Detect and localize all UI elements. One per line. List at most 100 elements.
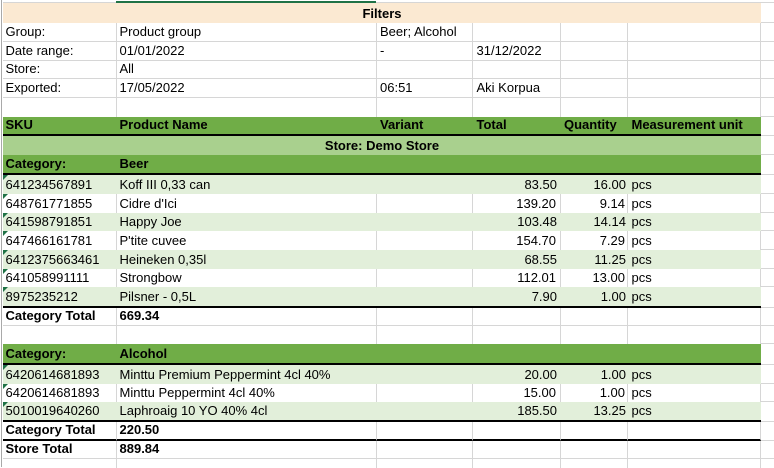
empty-cell[interactable] <box>561 307 628 327</box>
sku-cell[interactable]: 6420614681893 <box>3 365 117 384</box>
variant-cell[interactable] <box>377 175 473 195</box>
total-cell[interactable]: 185.50 <box>473 401 561 423</box>
total-cell[interactable]: 68.55 <box>473 249 561 269</box>
empty-cell[interactable] <box>628 79 761 98</box>
header-total-cell[interactable]: Total <box>473 116 561 137</box>
variant-cell[interactable] <box>377 401 473 423</box>
empty-cell[interactable] <box>628 154 761 176</box>
product-name-cell[interactable]: Happy Joe <box>117 212 377 232</box>
header-measurement-unit-cell[interactable]: Measurement unit <box>628 116 761 137</box>
empty-cell[interactable] <box>628 307 761 327</box>
header-quantity-cell[interactable]: Quantity <box>561 116 628 137</box>
quantity-cell[interactable]: 13.25 <box>561 401 628 423</box>
date-range-value-cell[interactable]: 01/01/2022 <box>117 41 377 61</box>
empty-cell[interactable] <box>377 97 473 117</box>
total-cell[interactable]: 7.90 <box>473 287 561 308</box>
category-label-cell[interactable]: Category: <box>3 344 117 366</box>
category-label-cell[interactable]: Category: <box>3 154 117 176</box>
total-cell[interactable]: 112.01 <box>473 268 561 288</box>
total-cell[interactable]: 103.48 <box>473 212 561 232</box>
empty-cell[interactable] <box>561 154 628 176</box>
quantity-cell[interactable]: 16.00 <box>561 175 628 195</box>
sku-cell[interactable]: 647466161781 <box>3 231 117 250</box>
store-value2-cell[interactable] <box>377 60 473 80</box>
exported-value2-cell[interactable]: 06:51 <box>377 79 473 98</box>
empty-cell[interactable] <box>3 97 117 117</box>
category-name-cell[interactable]: Beer <box>117 154 377 176</box>
unit-cell[interactable]: pcs <box>628 249 761 269</box>
variant-cell[interactable] <box>377 287 473 308</box>
product-name-cell[interactable]: P'tite cuvee <box>117 231 377 250</box>
product-name-cell[interactable]: Heineken 0,35l <box>117 249 377 269</box>
empty-cell[interactable] <box>3 458 117 468</box>
empty-cell[interactable] <box>473 307 561 327</box>
exported-label-cell[interactable]: Exported: <box>3 79 117 98</box>
empty-cell[interactable] <box>561 422 628 441</box>
empty-cell[interactable] <box>473 97 561 117</box>
store-total-value-cell[interactable]: 889.84 <box>117 440 377 459</box>
sku-cell[interactable]: 8975235212 <box>3 287 117 308</box>
sku-cell[interactable]: 641598791851 <box>3 212 117 232</box>
empty-cell[interactable] <box>473 154 561 176</box>
unit-cell[interactable]: pcs <box>628 175 761 195</box>
store-total-label-cell[interactable]: Store Total <box>3 440 117 459</box>
store-band-cell[interactable]: Store: Demo Store <box>3 136 761 155</box>
unit-cell[interactable]: pcs <box>628 212 761 232</box>
empty-cell[interactable] <box>628 422 761 441</box>
empty-cell[interactable] <box>473 344 561 366</box>
empty-cell[interactable] <box>561 344 628 366</box>
total-cell[interactable]: 154.70 <box>473 231 561 250</box>
store-value3-cell[interactable] <box>473 60 561 80</box>
total-cell[interactable]: 83.50 <box>473 175 561 195</box>
variant-cell[interactable] <box>377 249 473 269</box>
category-total-value-cell[interactable]: 220.50 <box>117 422 377 441</box>
product-name-cell[interactable]: Minttu Premium Peppermint 4cl 40% <box>117 365 377 384</box>
sku-cell[interactable]: 648761771855 <box>3 194 117 213</box>
variant-cell[interactable] <box>377 212 473 232</box>
group-value-cell[interactable]: Product group <box>117 22 377 42</box>
empty-cell[interactable] <box>117 326 377 345</box>
category-name-cell[interactable]: Alcohol <box>117 344 377 366</box>
empty-cell[interactable] <box>628 326 761 345</box>
group-label-cell[interactable]: Group: <box>3 22 117 42</box>
empty-cell[interactable] <box>561 41 628 61</box>
store-label-cell[interactable]: Store: <box>3 60 117 80</box>
empty-cell[interactable] <box>628 344 761 366</box>
category-total-value-cell[interactable]: 669.34 <box>117 307 377 327</box>
product-name-cell[interactable]: Pilsner - 0,5L <box>117 287 377 308</box>
empty-cell[interactable] <box>628 60 761 80</box>
empty-cell[interactable] <box>561 440 628 459</box>
empty-cell[interactable] <box>3 326 117 345</box>
unit-cell[interactable]: pcs <box>628 401 761 423</box>
product-name-cell[interactable]: Strongbow <box>117 268 377 288</box>
quantity-cell[interactable]: 1.00 <box>561 287 628 308</box>
empty-cell[interactable] <box>377 307 473 327</box>
sku-cell[interactable]: 641234567891 <box>3 175 117 195</box>
quantity-cell[interactable]: 1.00 <box>561 365 628 384</box>
empty-cell[interactable] <box>561 79 628 98</box>
empty-cell[interactable] <box>628 22 761 42</box>
empty-cell[interactable] <box>377 422 473 441</box>
category-total-label-cell[interactable]: Category Total <box>3 422 117 441</box>
sku-cell[interactable]: 641058991111 <box>3 268 117 288</box>
empty-cell[interactable] <box>377 154 473 176</box>
date-range-label-cell[interactable]: Date range: <box>3 41 117 61</box>
unit-cell[interactable]: pcs <box>628 383 761 402</box>
sku-cell[interactable]: 5010019640260 <box>3 401 117 423</box>
header-sku-cell[interactable]: SKU <box>3 116 117 137</box>
sku-cell[interactable]: 6412375663461 <box>3 249 117 269</box>
store-value-cell[interactable]: All <box>117 60 377 80</box>
variant-cell[interactable] <box>377 365 473 384</box>
empty-cell[interactable] <box>628 458 761 468</box>
total-cell[interactable]: 139.20 <box>473 194 561 213</box>
empty-cell[interactable] <box>561 97 628 117</box>
sku-cell[interactable]: 6420614681893 <box>3 383 117 402</box>
product-name-cell[interactable]: Laphroaig 10 YO 40% 4cl <box>117 401 377 423</box>
empty-cell[interactable] <box>473 422 561 441</box>
header-product-name-cell[interactable]: Product Name <box>117 116 377 137</box>
unit-cell[interactable]: pcs <box>628 287 761 308</box>
group-value3-cell[interactable] <box>473 22 561 42</box>
variant-cell[interactable] <box>377 383 473 402</box>
exported-value-cell[interactable]: 17/05/2022 <box>117 79 377 98</box>
group-value2-cell[interactable]: Beer; Alcohol <box>377 22 473 42</box>
